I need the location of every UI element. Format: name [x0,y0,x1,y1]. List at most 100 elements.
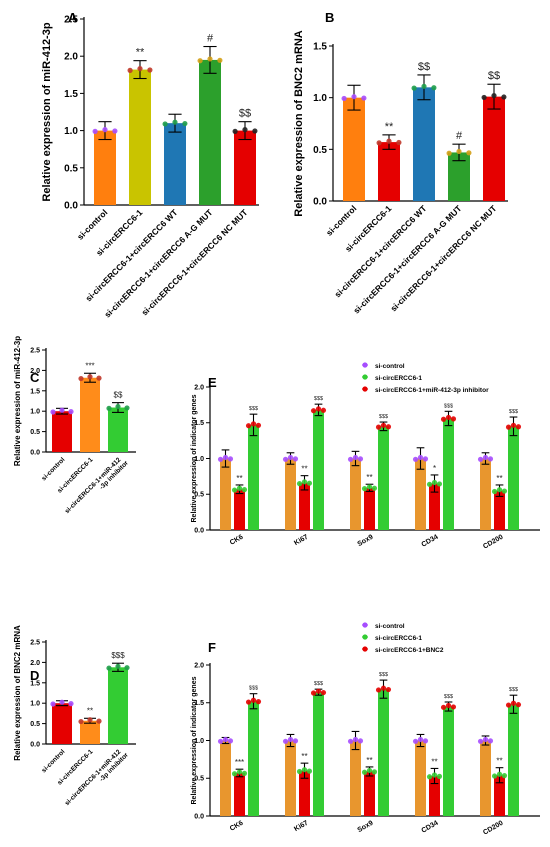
panel-f-bar-4-0-point-2 [487,738,494,744]
panel-e-bar-0-0-point-2 [227,456,234,462]
panel-b-category-label-0-line-0: si-control [324,203,358,237]
panel-b-bar-1-point-2 [396,139,402,146]
panel-d-bar-0-point-1 [59,699,65,705]
panel-a-bar-2-point-0 [162,121,168,127]
panel-e-bar-1-0-point-0 [282,456,289,462]
panel-f-bar-3-2-point-1 [445,702,452,709]
panel-b-bar-2-point-2 [431,85,437,91]
panel-e-ytick-label-1: 0.5 [194,492,204,499]
panel-b-ytick-label-1: 0.5 [313,145,327,156]
panel-f-bar-3-1-point-0 [426,774,433,780]
panel-b-sig-2: $$ [418,61,430,73]
panel-f-bar-1-2-point-2 [320,689,327,696]
panel-f-sig-2-1: ** [366,756,372,765]
panel-d-y-axis-label: Relative expression of BNC2 mRNA [13,625,22,761]
panel-a-bar-2-point-2 [182,120,188,127]
panel-f-bar-0-1 [234,772,245,816]
panel-e-bar-2-2 [378,426,389,530]
panel-c-bar-0-point-1 [59,407,65,413]
panel-e-bar-3-2 [443,418,454,530]
panel-a-ytick-label-5: 2.5 [64,15,78,26]
panel-f-bar-1-1-point-2 [306,768,313,774]
panel-f-bar-2-1-point-1 [366,767,373,774]
panel-e-bar-2-1 [364,487,375,530]
panel-c-bar-2-point-2 [124,405,130,411]
panel-f-bar-0-1-point-0 [231,771,238,777]
panel-f-y-axis-label: Relative expression of indicator genes [191,676,198,804]
panel-f-category-label-3: CD34 [420,820,439,835]
panel-b-ytick-label-0: 0.0 [313,197,327,208]
panel-f-bar-3-1-point-2 [436,773,443,779]
panel-d-bar-0-point-2 [68,701,74,707]
panel-f-letter: F [208,640,216,655]
panel-f-sig-4-1: ** [496,757,502,766]
panel-c-ytick-label-5: 2.5 [30,347,40,354]
panel-e-legend-label-1: si-circERCC6-1 [375,375,422,382]
panel-d-bar-2-point-2 [124,665,130,671]
panel-f-bar-1-0-point-1 [287,736,294,743]
panel-f-bar-0-1-point-2 [241,770,248,776]
panel-f-bar-2-0-point-2 [357,738,364,744]
panel-d-ytick-label-3: 1.5 [30,680,40,687]
panel-a-bar-3-point-1 [207,56,213,62]
panel-f-bar-1-0-point-0 [282,738,289,744]
panel-f-sig-3-1: ** [431,757,437,766]
panel-e-bar-0-2-point-0 [245,423,252,429]
panel-a-bar-0 [94,130,116,205]
panel-f-bar-1-0 [285,740,296,816]
panel-f-bar-2-2-point-2 [385,686,392,693]
panel-a-bar-2-point-1 [172,119,178,125]
panel-c-ytick-label-4: 2.0 [30,368,40,375]
panel-f-bar-2-1-point-2 [371,769,378,775]
panel-e-bar-0-2 [248,424,259,530]
panel-f-bar-0-0-point-1 [222,736,229,743]
panel-b-bar-4-point-2 [501,94,507,100]
panel-d-bar-0-point-0 [50,701,56,707]
panel-d-ytick-label-2: 1.0 [30,701,40,708]
panel-f-bar-4-0-point-0 [477,738,484,744]
panel-e-bar-4-0 [480,458,491,530]
panel-a-category-label-0: si-control [75,207,109,241]
panel-e-bar-4-2-point-2 [515,424,522,430]
panel-a-bar-3-point-0 [197,58,203,64]
panel-c-sig-1: *** [85,361,94,370]
panel-b-bar-0-point-1 [351,94,357,100]
panel-e-bar-0-2-point-2 [255,422,262,428]
panel-e-bar-0-0 [220,458,231,530]
panel-e-category-label-1: Ki67 [293,534,309,548]
panel-e-bar-4-0-point-0 [477,456,484,462]
panel-c-category-label-0: si-control [41,456,67,482]
panel-a-sig-3: # [207,33,214,45]
panel-b-bar-0-point-2 [361,95,367,101]
panel-e-bar-0-1-point-0 [231,487,238,493]
panel-c-bar-1-point-0 [78,375,84,382]
panel-f-bar-0-1-point-1 [236,769,243,775]
panel-f-bar-3-0-point-0 [412,738,419,744]
panel-c-bar-1-point-2 [96,375,102,381]
panel-e-bar-1-1 [299,482,310,530]
panel-a-bar-4 [234,130,256,205]
panel-a-sig-1: ** [136,47,145,59]
panel-f-bar-0-2 [248,701,259,816]
panel-b-bar-1-point-0 [376,140,382,146]
panel-f-bar-3-2 [443,706,454,816]
panel-e-bar-2-1-point-0 [361,486,368,492]
panel-b-bar-3-point-1 [456,148,462,155]
panel-e-bar-3-0-point-2 [422,456,429,462]
panel-a-category-label-0-line-0: si-control [75,207,109,241]
panel-e-bar-3-0-point-0 [412,456,419,462]
panel-e-bar-1-0 [285,458,296,530]
panel-a-ytick-label-0: 0.0 [64,201,78,212]
panel-e-ytick-label-3: 1.5 [194,420,204,427]
panel-f-bar-3-2-point-0 [440,704,447,710]
panel-f-ytick-label-2: 1.0 [194,738,204,745]
panel-e-bar-2-1-point-2 [371,485,378,491]
panel-f-sig-2-2: $$$ [379,672,388,678]
panel-c-ytick-label-1: 0.5 [30,429,40,436]
panel-a-sig-4: $$ [239,108,251,120]
panel-e-bar-3-1-point-1 [431,479,438,486]
panel-e-bar-2-0-point-1 [352,454,359,461]
panel-a-ytick-label-3: 1.5 [64,89,78,100]
panel-e-bar-1-2-point-2 [320,407,327,413]
panel-c-bar-0-point-2 [68,409,74,415]
